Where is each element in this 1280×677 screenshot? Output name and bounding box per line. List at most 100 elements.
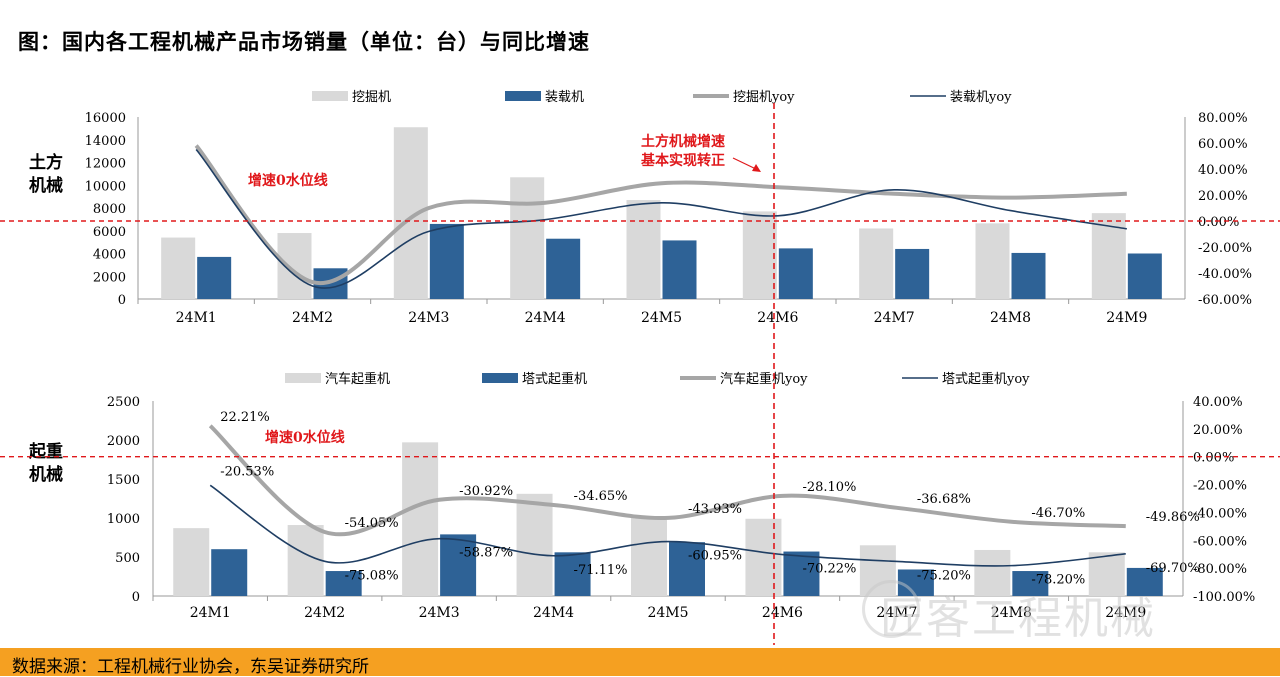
data-label: -36.68% [917, 492, 971, 507]
data-label: 22.21% [220, 410, 270, 425]
data-label: -43.93% [688, 502, 742, 517]
left-tick-label: 2500 [107, 395, 140, 410]
x-tick-label: 24M7 [874, 310, 915, 326]
right-tick-label: -40.00% [1198, 267, 1252, 282]
left-tick-label: 12000 [85, 157, 126, 172]
left-tick-label: 2000 [93, 270, 126, 285]
data-label: -30.92% [459, 484, 513, 499]
data-label: -49.86% [1146, 510, 1200, 525]
left-tick-label: 500 [115, 551, 140, 566]
data-label: -75.20% [917, 568, 971, 583]
annotation-line2: 基本实现转正 [641, 152, 725, 169]
bar-塔式起重机 [325, 571, 362, 596]
data-label: -60.95% [688, 549, 742, 564]
x-tick-label: 24M6 [757, 310, 798, 326]
legend-swatch [505, 91, 541, 101]
source-note: 数据来源：工程机械行业协会，东吴证券研究所 [12, 657, 369, 677]
bar-塔式起重机 [1012, 571, 1049, 596]
page-title: 图：国内各工程机械产品市场销量（单位：台）与同比增速 [18, 29, 590, 54]
data-label: -69.70% [1146, 561, 1200, 576]
zero-growth-label: 增速0水位线 [265, 429, 345, 446]
left-tick-label: 8000 [93, 202, 126, 217]
bar-汽车起重机 [745, 518, 782, 596]
earthmoving-chart: 土方机械 0 2000 4000 6000 8000 10000 12000 14000 1600… [0, 90, 1280, 326]
data-label: -54.05% [345, 516, 399, 531]
right-tick-label: -100.00% [1193, 590, 1255, 605]
x-tick-label: 24M2 [292, 310, 333, 326]
annotation-line1: 土方机械增速 [641, 133, 725, 150]
bar-装载机 [429, 223, 464, 299]
right-tick-label: -20.00% [1193, 479, 1247, 494]
bar-汽车起重机 [974, 549, 1011, 596]
legend-label: 装载机 [545, 90, 584, 105]
legend-swatch [285, 373, 321, 383]
right-tick-label: -60.00% [1198, 293, 1252, 308]
right-tick-label: -40.00% [1193, 506, 1247, 521]
data-label: -28.10% [802, 480, 856, 495]
bar-汽车起重机 [1088, 552, 1125, 596]
x-tick-label: 24M4 [525, 310, 566, 326]
right-tick-label: -60.00% [1193, 534, 1247, 549]
right-tick-label: 20.00% [1198, 189, 1248, 204]
legend-label: 塔式起重机yoy [942, 371, 1030, 387]
legend-label: 装载机yoy [950, 90, 1012, 105]
bar-挖掘机 [161, 237, 196, 299]
watermark-text: 匠客工程机械 [880, 593, 1156, 644]
x-tick-label: 24M8 [991, 605, 1032, 621]
bar-汽车起重机 [516, 493, 553, 596]
right-tick-label: 60.00% [1198, 137, 1248, 152]
right-tick-label: -20.00% [1198, 241, 1252, 256]
panel-label-line2: 机械 [29, 464, 63, 485]
x-tick-label: 24M1 [190, 605, 231, 621]
bar-装载机 [1011, 252, 1046, 299]
bar-塔式起重机 [1126, 567, 1163, 596]
bar-挖掘机 [277, 233, 312, 299]
x-tick-label: 24M1 [176, 310, 217, 326]
bar-挖掘机 [859, 228, 894, 299]
data-label: -78.20% [1031, 573, 1085, 588]
x-tick-label: 24M9 [1105, 605, 1146, 621]
bar-汽车起重机 [402, 442, 439, 596]
right-tick-label: 40.00% [1198, 163, 1248, 178]
bar-装载机 [1127, 253, 1162, 299]
legend-label: 挖掘机yoy [733, 90, 795, 105]
bar-塔式起重机 [669, 542, 705, 596]
zero-growth-label: 增速0水位线 [248, 172, 328, 189]
legend-swatch [312, 91, 348, 101]
left-tick-label: 14000 [85, 134, 126, 149]
left-tick-label: 16000 [85, 111, 126, 126]
data-label: -46.70% [1031, 506, 1085, 521]
panel-label-line1: 起重 [28, 441, 63, 462]
x-tick-label: 24M2 [304, 605, 345, 621]
data-label: -20.53% [220, 464, 274, 479]
charts-canvas: 土方机械020004000600080001000012000140001600… [0, 90, 1280, 645]
legend-label: 汽车起重机yoy [720, 371, 808, 387]
bar-装载机 [778, 248, 813, 299]
bar-挖掘机 [393, 127, 428, 299]
left-tick-label: 1500 [107, 473, 140, 488]
data-label: -58.87% [459, 546, 513, 561]
left-tick-label: 2000 [107, 434, 140, 449]
bar-挖掘机 [742, 211, 777, 299]
x-tick-label: 24M6 [762, 605, 803, 621]
left-tick-label: 4000 [93, 248, 126, 263]
right-tick-label: 0.00% [1198, 215, 1239, 230]
x-tick-label: 24M5 [641, 310, 682, 326]
watermark-logo-icon [862, 580, 920, 638]
right-tick-label: 40.00% [1193, 395, 1243, 410]
annotation-arrow-head [752, 164, 761, 172]
panel-label-line2: 机械 [29, 175, 63, 196]
line-汽车起重机yoy [208, 424, 1126, 537]
left-tick-label: 6000 [93, 225, 126, 240]
x-tick-label: 24M4 [533, 605, 574, 621]
footer-bar: 数据来源：工程机械行业协会，东吴证券研究所 [0, 648, 1280, 677]
legend-label: 汽车起重机 [325, 371, 390, 387]
bar-装载机 [662, 240, 697, 299]
bar-挖掘机 [510, 177, 545, 299]
left-tick-label: 1000 [107, 512, 140, 527]
line-挖掘机yoy [194, 144, 1127, 286]
legend-label: 挖掘机 [352, 90, 391, 105]
bar-挖掘机 [975, 223, 1010, 299]
data-label: -34.65% [574, 489, 628, 504]
bar-汽车起重机 [173, 528, 210, 596]
